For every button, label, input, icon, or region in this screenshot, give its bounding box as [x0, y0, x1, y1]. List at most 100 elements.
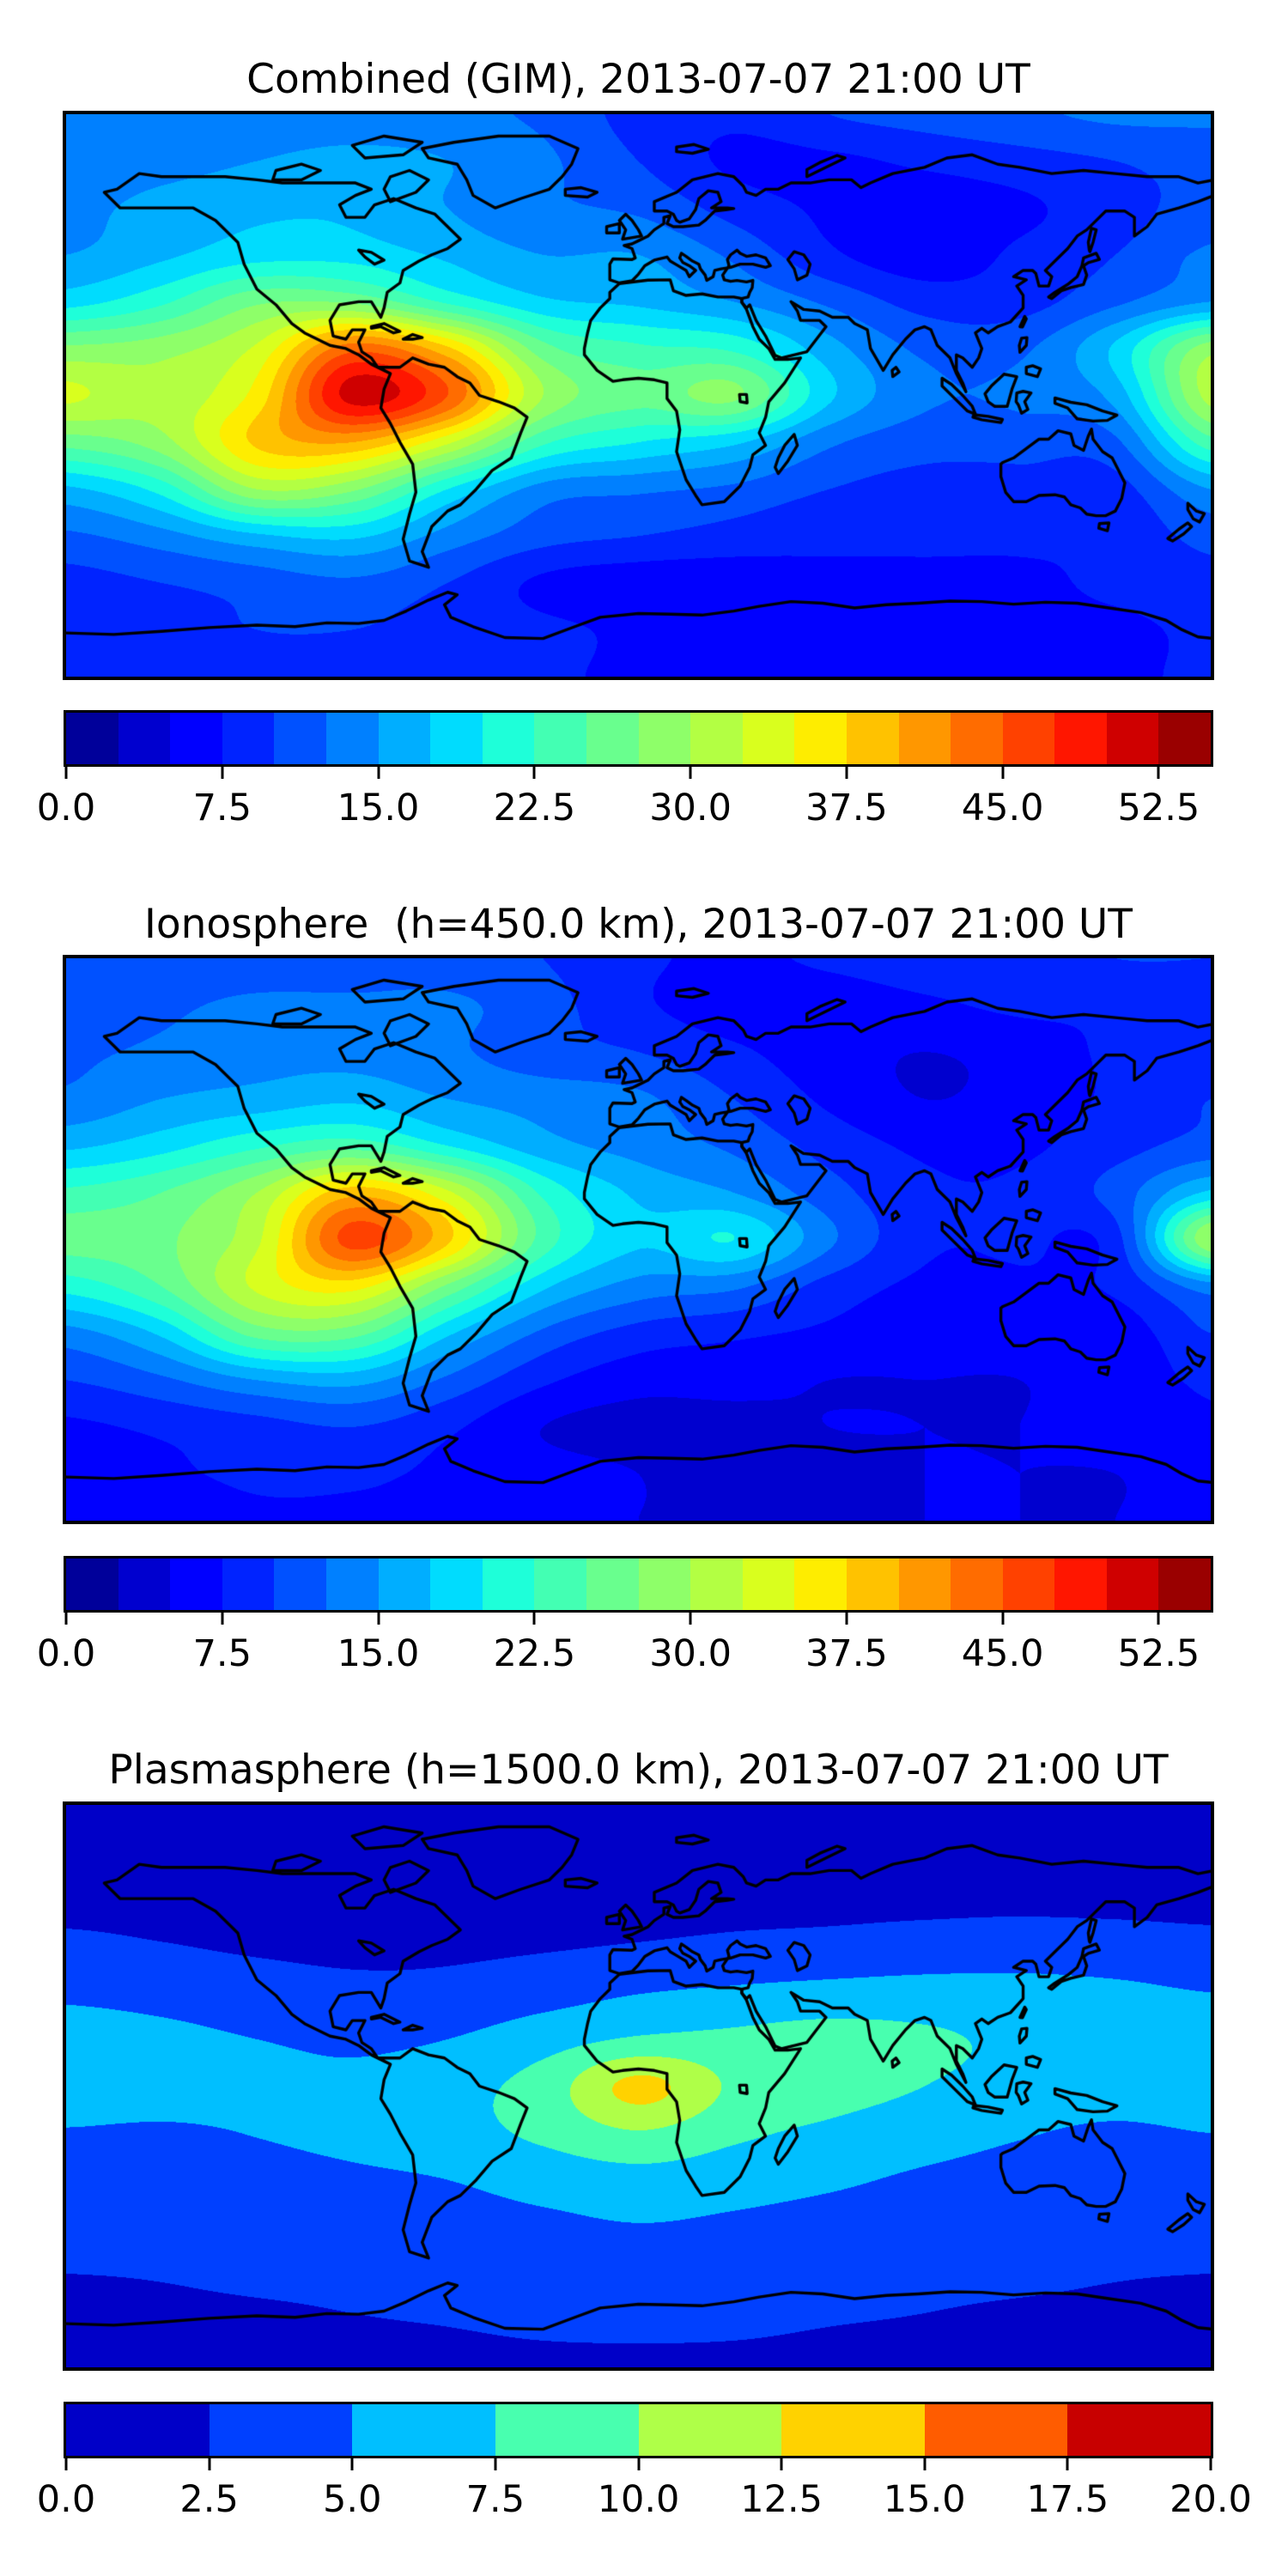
colorbar-segment: [495, 2404, 639, 2456]
colorbar-tick-label: 7.5: [192, 1632, 252, 1675]
colorbar-segment: [690, 713, 743, 764]
panel-ionosphere-title: Ionosphere (h=450.0 km), 2013-07-07 21:0…: [143, 901, 1133, 948]
colorbar-segment: [638, 1558, 691, 1610]
colorbar-tick-label: 52.5: [1117, 1632, 1200, 1675]
colorbar-segment: [325, 713, 379, 764]
colorbar-tick: [923, 2458, 927, 2470]
colorbar-segment: [951, 1558, 1003, 1610]
colorbar-tick-label: 45.0: [961, 1632, 1044, 1675]
colorbar-tick-label: 22.5: [493, 1632, 576, 1675]
colorbar-segment: [1067, 2404, 1211, 2456]
colorbar-tick-label: 15.0: [337, 1632, 420, 1675]
colorbar-segment: [1158, 1558, 1212, 1610]
colorbar-segment: [1002, 713, 1055, 764]
colorbar-tick: [208, 2458, 211, 2470]
colorbar-segment: [924, 2404, 1068, 2456]
colorbar-tick: [1209, 2458, 1212, 2470]
panel-plasmasphere-colorbar-axis: 0.0 2.5 5.0 7.5 10.0 12.5 15.0 17.5 20.0: [37, 2458, 1252, 2553]
colorbar-tick-label: 20.0: [1170, 2478, 1252, 2521]
colorbar-segment: [846, 1558, 899, 1610]
colorbar-segment: [325, 1558, 379, 1610]
colorbar-segment: [118, 1558, 171, 1610]
panel-combined-map-canvas: [66, 114, 1211, 677]
colorbar-segment: [586, 1558, 639, 1610]
colorbar-tick: [637, 2458, 640, 2470]
colorbar-segment: [482, 713, 535, 764]
colorbar-segment: [534, 1558, 586, 1610]
colorbar-tick-label: 30.0: [649, 787, 732, 829]
colorbar-tick-label: 0.0: [36, 787, 96, 829]
colorbar-tick-label: 45.0: [961, 787, 1044, 829]
colorbar-tick-label: 17.5: [1026, 2478, 1109, 2521]
colorbar-segment: [209, 2404, 353, 2456]
colorbar-segment: [898, 713, 951, 764]
colorbar-tick: [845, 767, 848, 779]
colorbar-tick: [350, 2458, 354, 2470]
colorbar-segment: [846, 713, 899, 764]
colorbar-tick: [64, 2458, 68, 2470]
colorbar-tick: [689, 1613, 692, 1625]
colorbar-tick: [1157, 1613, 1160, 1625]
colorbar-tick-label: 30.0: [649, 1632, 732, 1675]
colorbar-segment: [951, 713, 1003, 764]
panel-ionosphere-map: [63, 955, 1214, 1524]
colorbar-tick-label: 5.0: [323, 2478, 382, 2521]
colorbar-tick: [845, 1613, 848, 1625]
colorbar-tick: [689, 767, 692, 779]
colorbar-segment: [1106, 1558, 1159, 1610]
colorbar-tick-label: 37.5: [805, 787, 888, 829]
colorbar-tick: [221, 767, 224, 779]
colorbar-tick: [64, 1613, 68, 1625]
colorbar-tick: [1157, 767, 1160, 779]
colorbar-segment: [1054, 1558, 1107, 1610]
colorbar-tick-label: 10.0: [597, 2478, 680, 2521]
colorbar-segment: [66, 713, 118, 764]
panel-ionosphere-colorbar-axis: 0.0 7.5 15.0 22.5 30.0 37.5 45.0 52.5: [37, 1613, 1211, 1707]
colorbar-tick-label: 7.5: [192, 787, 252, 829]
colorbar-tick: [1001, 1613, 1005, 1625]
colorbar-tick-label: 0.0: [36, 1632, 96, 1675]
colorbar-segment: [274, 1558, 326, 1610]
colorbar-tick: [532, 1613, 536, 1625]
colorbar-segment: [378, 1558, 431, 1610]
colorbar-tick: [377, 767, 380, 779]
colorbar-tick: [64, 767, 68, 779]
colorbar-segment: [378, 713, 431, 764]
colorbar-tick: [377, 1613, 380, 1625]
colorbar-tick: [532, 767, 536, 779]
colorbar-segment: [1158, 713, 1212, 764]
panel-plasmasphere-title: Plasmasphere (h=1500.0 km), 2013-07-07 2…: [108, 1747, 1169, 1794]
colorbar-segment: [222, 713, 275, 764]
colorbar-segment: [586, 713, 639, 764]
panel-plasmasphere-map: [63, 1801, 1214, 2371]
colorbar-tick: [1001, 767, 1005, 779]
colorbar-tick-label: 37.5: [805, 1632, 888, 1675]
colorbar-segment: [274, 713, 326, 764]
colorbar-tick-label: 22.5: [493, 787, 576, 829]
panel-plasmasphere-map-canvas: [66, 1805, 1211, 2367]
colorbar-tick-label: 7.5: [465, 2478, 526, 2521]
colorbar-segment: [742, 713, 795, 764]
colorbar-segment: [742, 1558, 795, 1610]
colorbar-segment: [352, 2404, 495, 2456]
colorbar-segment: [170, 713, 222, 764]
colorbar-segment: [638, 2404, 782, 2456]
colorbar-segment: [781, 2404, 925, 2456]
panel-combined-colorbar: [64, 710, 1213, 767]
colorbar-segment: [638, 713, 691, 764]
colorbar-tick: [494, 2458, 497, 2470]
colorbar-segment: [66, 2404, 210, 2456]
colorbar-segment: [1054, 713, 1107, 764]
colorbar-tick-label: 12.5: [740, 2478, 823, 2521]
colorbar-segment: [482, 1558, 535, 1610]
colorbar-segment: [1106, 713, 1159, 764]
colorbar-segment: [794, 1558, 847, 1610]
colorbar-segment: [170, 1558, 222, 1610]
colorbar-segment: [66, 1558, 118, 1610]
colorbar-tick: [221, 1613, 224, 1625]
panel-ionosphere-colorbar: [64, 1556, 1213, 1613]
colorbar-tick-label: 0.0: [36, 2478, 96, 2521]
panel-plasmasphere-colorbar: [64, 2402, 1213, 2458]
colorbar-tick-label: 52.5: [1117, 787, 1200, 829]
